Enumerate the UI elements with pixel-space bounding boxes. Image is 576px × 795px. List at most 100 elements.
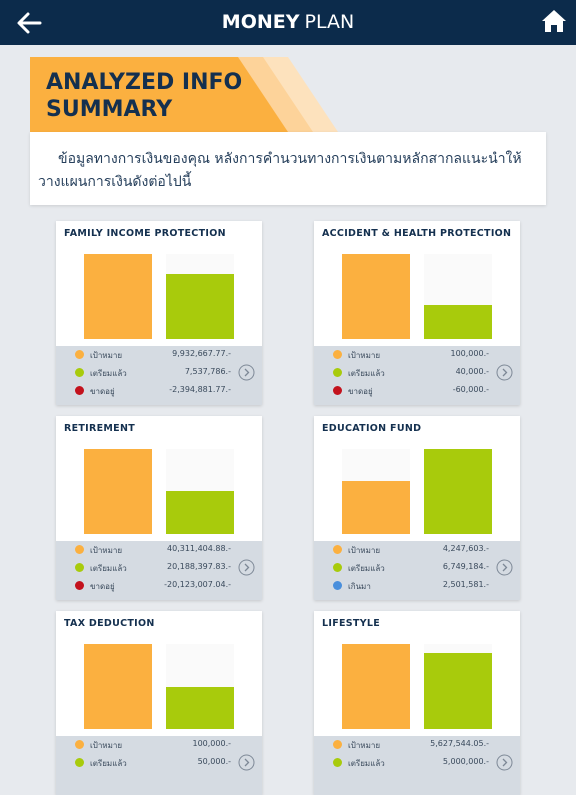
bar <box>84 644 152 729</box>
legend-dot <box>75 368 84 377</box>
legend-value: -2,394,881.77.- <box>169 385 231 394</box>
legend-dot <box>333 350 342 359</box>
bar <box>424 449 492 534</box>
legend-dot <box>333 368 342 377</box>
legend-row: เป้าหมาย 100,000.- <box>56 736 262 754</box>
legend-label: เกินมา <box>348 582 371 591</box>
legend-value: 40,311,404.88.- <box>167 544 231 553</box>
detail-button[interactable] <box>496 364 513 381</box>
bar <box>342 254 410 339</box>
card-title: RETIREMENT <box>64 423 135 434</box>
legend-dot <box>333 758 342 767</box>
legend-label: เป้าหมาย <box>90 546 123 555</box>
legend-label: เป้าหมาย <box>348 546 381 555</box>
legend-dot <box>333 386 342 395</box>
card-title: FAMILY INCOME PROTECTION <box>64 228 226 239</box>
back-button[interactable] <box>16 10 42 36</box>
description: ข้อมูลทางการเงินของคุณ หลังการคำนวนทางกา… <box>38 151 522 190</box>
legend-label: เตรียมแล้ว <box>348 759 385 768</box>
bar-chart <box>56 247 262 346</box>
banner-title: ANALYZED INFO SUMMARY <box>46 70 243 122</box>
legend-value: 9,932,667.77.- <box>172 349 231 358</box>
bar-chart <box>56 442 262 541</box>
legend-label: เตรียมแล้ว <box>90 564 127 573</box>
bar <box>166 274 234 339</box>
legend-row: ขาดอยู่ -60,000.- <box>314 382 520 400</box>
bar <box>166 491 234 534</box>
legend-dot <box>75 581 84 590</box>
legend-panel: เป้าหมาย 4,247,603.- เตรียมแล้ว 6,749,184.-… <box>314 541 520 600</box>
legend-value: 5,000,000.- <box>442 757 489 766</box>
legend-panel: เป้าหมาย 40,311,404.88.- เตรียมแล้ว 20,188,… <box>56 541 262 600</box>
bar <box>166 686 234 729</box>
legend-value: -20,123,007.04.- <box>164 580 231 589</box>
legend-row: เป้าหมาย 5,627,544.05.- <box>314 736 520 754</box>
bar <box>424 305 492 339</box>
legend-panel: เป้าหมาย 100,000.- เตรียมแล้ว 50,000.- <box>56 736 262 795</box>
legend-label: เตรียมแล้ว <box>348 564 385 573</box>
legend-row: เป้าหมาย 100,000.- <box>314 346 520 364</box>
legend-value: 7,537,786.- <box>184 367 231 376</box>
home-button[interactable] <box>541 9 567 33</box>
detail-button[interactable] <box>496 754 513 771</box>
detail-button[interactable] <box>238 754 255 771</box>
legend-row: เป้าหมาย 40,311,404.88.- <box>56 541 262 559</box>
summary-card: RETIREMENT เป้าหมาย 40,311,404.88.- เตรียมแ… <box>56 416 262 600</box>
bar-chart <box>56 637 262 736</box>
legend-label: ขาดอยู่ <box>348 387 373 396</box>
legend-row: ขาดอยู่ -20,123,007.04.- <box>56 577 262 595</box>
title-bold: MONEY <box>221 11 300 33</box>
legend-value: 100,000.- <box>192 739 231 748</box>
legend-row: เตรียมแล้ว 20,188,397.83.- <box>56 559 262 577</box>
legend-value: -60,000.- <box>452 385 489 394</box>
legend-row: เกินมา 2,501,581.- <box>314 577 520 595</box>
detail-button[interactable] <box>496 559 513 576</box>
app-title: MONEY PLAN <box>0 11 576 33</box>
banner: ANALYZED INFO SUMMARY <box>30 57 350 132</box>
summary-card: TAX DEDUCTION เป้าหมาย 100,000.- เตรียมแล้ว… <box>56 611 262 795</box>
summary-card: ACCIDENT & HEALTH PROTECTION เป้าหมาย 100,… <box>314 221 520 405</box>
bar-chart <box>314 442 520 541</box>
card-title: EDUCATION FUND <box>322 423 422 434</box>
title-light: PLAN <box>304 11 355 33</box>
legend-label: เตรียมแล้ว <box>348 369 385 378</box>
legend-panel: เป้าหมาย 100,000.- เตรียมแล้ว 40,000.- ขาดอย… <box>314 346 520 405</box>
description-box: ข้อมูลทางการเงินของคุณ หลังการคำนวนทางกา… <box>30 132 546 205</box>
legend-value: 40,000.- <box>455 367 489 376</box>
legend-label: ขาดอยู่ <box>90 582 115 591</box>
summary-card: FAMILY INCOME PROTECTION เป้าหมาย 9,932,66… <box>56 221 262 405</box>
detail-button[interactable] <box>238 559 255 576</box>
legend-label: ขาดอยู่ <box>90 387 115 396</box>
bar <box>424 653 492 729</box>
bar-chart <box>314 637 520 736</box>
legend-label: เป้าหมาย <box>348 741 381 750</box>
app-header: MONEY PLAN <box>0 0 576 45</box>
detail-button[interactable] <box>238 364 255 381</box>
legend-dot <box>333 581 342 590</box>
legend-dot <box>75 350 84 359</box>
card-title: TAX DEDUCTION <box>64 618 155 629</box>
legend-dot <box>333 563 342 572</box>
legend-row: เตรียมแล้ว 50,000.- <box>56 754 262 772</box>
legend-row: เตรียมแล้ว 6,749,184.- <box>314 559 520 577</box>
legend-dot <box>75 563 84 572</box>
legend-label: เตรียมแล้ว <box>90 369 127 378</box>
legend-value: 2,501,581.- <box>442 580 489 589</box>
legend-row: เป้าหมาย 9,932,667.77.- <box>56 346 262 364</box>
card-title: ACCIDENT & HEALTH PROTECTION <box>322 228 512 239</box>
legend-label: เตรียมแล้ว <box>90 759 127 768</box>
summary-card: LIFESTYLE เป้าหมาย 5,627,544.05.- เตรียมแล้… <box>314 611 520 795</box>
legend-dot <box>333 545 342 554</box>
legend-value: 5,627,544.05.- <box>430 739 489 748</box>
legend-value: 20,188,397.83.- <box>167 562 231 571</box>
bar <box>84 254 152 339</box>
legend-dot <box>75 545 84 554</box>
legend-label: เป้าหมาย <box>348 351 381 360</box>
legend-value: 100,000.- <box>450 349 489 358</box>
bar <box>342 480 410 534</box>
legend-row: เตรียมแล้ว 5,000,000.- <box>314 754 520 772</box>
legend-dot <box>75 740 84 749</box>
legend-dot <box>75 758 84 767</box>
legend-row: ขาดอยู่ -2,394,881.77.- <box>56 382 262 400</box>
